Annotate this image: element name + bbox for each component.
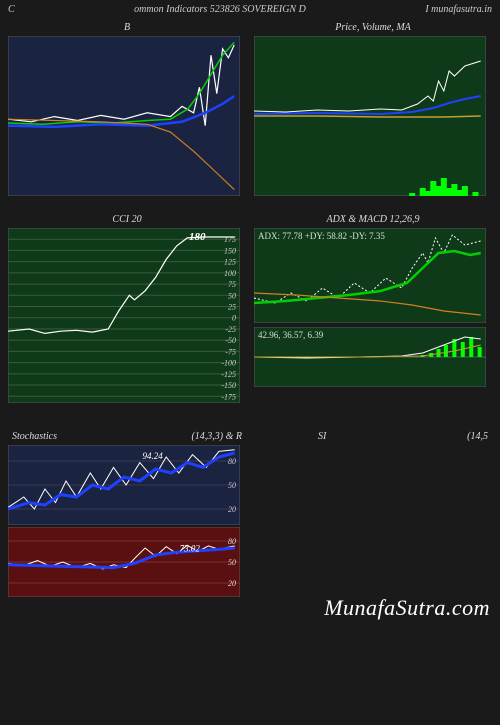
panel-adx-title: ADX & MACD 12,26,9	[254, 212, 492, 228]
row-2: CCI 20 1751501251007550250-25-50-75-100-…	[0, 212, 500, 403]
svg-text:80: 80	[228, 537, 236, 546]
svg-text:73.02: 73.02	[180, 544, 201, 554]
panel-stoch-title: Stochastics	[12, 429, 57, 445]
panel-si-params: (14,5	[467, 429, 488, 445]
svg-text:100: 100	[224, 269, 236, 278]
watermark: MunafaSutra.com	[324, 595, 490, 621]
svg-text:25: 25	[228, 303, 236, 312]
svg-text:125: 125	[224, 258, 236, 267]
chart-cci: 1751501251007550250-25-50-75-100-125-150…	[8, 228, 240, 403]
svg-text:20: 20	[228, 579, 236, 588]
row-1: B Price, Volume, MA	[0, 20, 500, 196]
chart-adx: ADX: 77.78 +DY: 58.82 -DY: 7.35	[254, 228, 486, 323]
panel-adx-macd: ADX & MACD 12,26,9 ADX: 77.78 +DY: 58.82…	[254, 212, 492, 403]
panel-si: SI (14,5	[254, 429, 492, 597]
panel-cci: CCI 20 1751501251007550250-25-50-75-100-…	[8, 212, 246, 403]
svg-text:150: 150	[224, 246, 236, 255]
svg-text:-125: -125	[221, 370, 236, 379]
panel-stoch: Stochastics (14,3,3) & R 80 50 20 94.24 80 5…	[8, 429, 246, 597]
panel-bollinger: B	[8, 20, 246, 196]
svg-text:75: 75	[228, 280, 236, 289]
header-right: I munafasutra.in	[425, 4, 492, 16]
svg-text:180: 180	[189, 231, 206, 243]
panel-price-title: Price, Volume, MA	[254, 20, 492, 36]
svg-text:-75: -75	[225, 347, 236, 356]
panel-price: Price, Volume, MA	[254, 20, 492, 196]
panel-stoch-title-row: Stochastics (14,3,3) & R	[8, 429, 246, 445]
svg-text:42.96, 36.57, 6.39: 42.96, 36.57, 6.39	[258, 330, 324, 340]
page-header: C ommon Indicators 523826 SOVEREIGN D I …	[0, 0, 500, 20]
panel-si-title: SI	[258, 429, 326, 445]
svg-text:-100: -100	[221, 359, 236, 368]
svg-text:80: 80	[228, 457, 236, 466]
chart-rsi: 80 50 20 73.02	[8, 527, 240, 597]
panel-cci-title: CCI 20	[8, 212, 246, 228]
svg-text:0: 0	[232, 314, 236, 323]
svg-text:-150: -150	[221, 381, 236, 390]
chart-price	[254, 36, 486, 196]
svg-text:50: 50	[228, 558, 236, 567]
svg-text:20: 20	[228, 505, 236, 514]
chart-bollinger	[8, 36, 240, 196]
panel-bollinger-title: B	[8, 20, 246, 36]
svg-text:-50: -50	[225, 336, 236, 345]
panel-si-title-row: SI (14,5	[254, 429, 492, 445]
svg-text:-175: -175	[221, 392, 236, 401]
header-center: ommon Indicators 523826 SOVEREIGN D	[134, 4, 306, 16]
svg-text:ADX: 77.78 +DY: 58.82 -DY:: ADX: 77.78 +DY: 58.82 -DY: 7.35	[258, 231, 385, 241]
panel-stoch-params: (14,3,3) & R	[191, 429, 242, 445]
chart-stochastics: 80 50 20 94.24	[8, 445, 240, 525]
chart-macd: 42.96, 36.57, 6.39	[254, 327, 486, 387]
svg-text:94.24: 94.24	[143, 451, 164, 461]
svg-text:50: 50	[228, 481, 236, 490]
row-3: Stochastics (14,3,3) & R 80 50 20 94.24 80 5…	[0, 429, 500, 597]
header-left: C	[8, 4, 15, 16]
svg-text:-25: -25	[225, 325, 236, 334]
svg-text:50: 50	[228, 291, 236, 300]
